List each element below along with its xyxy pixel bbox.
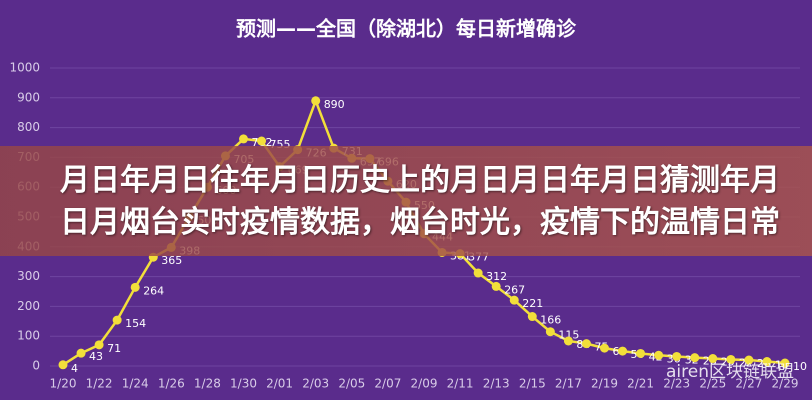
x-tick-label: 2/11: [447, 377, 474, 391]
x-tick-label: 2/13: [483, 377, 510, 391]
marker: [672, 351, 682, 361]
marker: [618, 346, 628, 356]
x-tick-label: 1/22: [86, 377, 113, 391]
data-label: 264: [143, 284, 164, 297]
marker: [545, 327, 555, 337]
marker: [744, 355, 754, 365]
x-tick-label: 2/07: [374, 377, 401, 391]
watermark: airen区块链联盟: [666, 362, 794, 382]
data-label: 115: [558, 329, 579, 342]
data-label: 312: [486, 270, 507, 283]
data-label: 221: [522, 297, 543, 310]
marker: [600, 343, 609, 353]
x-tick-label: 2/09: [411, 377, 438, 391]
x-tick-label: 1/28: [194, 377, 221, 391]
x-tick-label: 2/05: [338, 377, 365, 391]
data-label: 890: [324, 98, 345, 111]
y-tick-label: 200: [17, 299, 40, 313]
data-label: 43: [89, 350, 103, 363]
banner-text: 月日年月日往年月日历史上的月日月日年月日猜测年月日月烟台实时疫情数据，烟台时光，…: [60, 163, 780, 240]
marker: [581, 339, 591, 349]
chart-title: 预测——全国（除湖北）每日新增确诊: [236, 17, 577, 41]
x-tick-label: 2/23: [663, 377, 690, 391]
marker: [76, 348, 86, 358]
marker: [239, 134, 248, 144]
marker: [311, 96, 321, 106]
y-tick-label: 100: [17, 329, 40, 343]
y-tick-label: 1000: [9, 61, 40, 75]
y-tick-label: 800: [17, 120, 40, 134]
x-tick-label: 1/24: [122, 377, 149, 391]
marker: [473, 268, 483, 278]
x-tick-label: 2/25: [699, 377, 726, 391]
marker: [527, 312, 537, 322]
x-tick-label: 2/15: [519, 377, 546, 391]
marker: [509, 295, 519, 305]
marker: [94, 340, 104, 350]
x-tick-label: 2/27: [735, 377, 762, 391]
data-label: 4: [71, 362, 78, 375]
x-tick-label: 1/30: [230, 377, 257, 391]
marker: [58, 360, 68, 370]
marker: [780, 358, 790, 368]
x-tick-label: 2/17: [555, 377, 582, 391]
data-label: 166: [540, 314, 561, 327]
marker: [257, 136, 267, 146]
marker: [636, 348, 646, 358]
x-tick-label: 1/20: [50, 377, 77, 391]
data-label: 154: [125, 317, 146, 330]
marker: [654, 350, 664, 360]
marker: [690, 353, 700, 363]
y-tick-label: 300: [17, 269, 40, 283]
marker: [130, 282, 140, 292]
x-tick-label: 2/29: [772, 377, 799, 391]
x-tick-label: 2/01: [266, 377, 293, 391]
y-tick-label: 900: [17, 90, 40, 104]
data-label: 10: [793, 360, 807, 373]
marker: [762, 357, 772, 367]
marker: [491, 281, 501, 291]
marker: [726, 354, 736, 364]
data-label: 71: [107, 342, 121, 355]
data-label: 365: [161, 254, 182, 267]
y-tick-label: 0: [32, 359, 40, 373]
marker: [708, 354, 718, 364]
x-tick-label: 2/19: [591, 377, 618, 391]
x-tick-label: 2/03: [302, 377, 329, 391]
x-tick-label: 2/21: [627, 377, 654, 391]
banner: 月日年月日往年月日历史上的月日月日年月日猜测年月日月烟台实时疫情数据，烟台时光，…: [0, 146, 812, 256]
data-label: 267: [504, 283, 525, 296]
marker: [112, 315, 122, 325]
marker: [563, 336, 573, 346]
x-tick-label: 1/26: [158, 377, 185, 391]
